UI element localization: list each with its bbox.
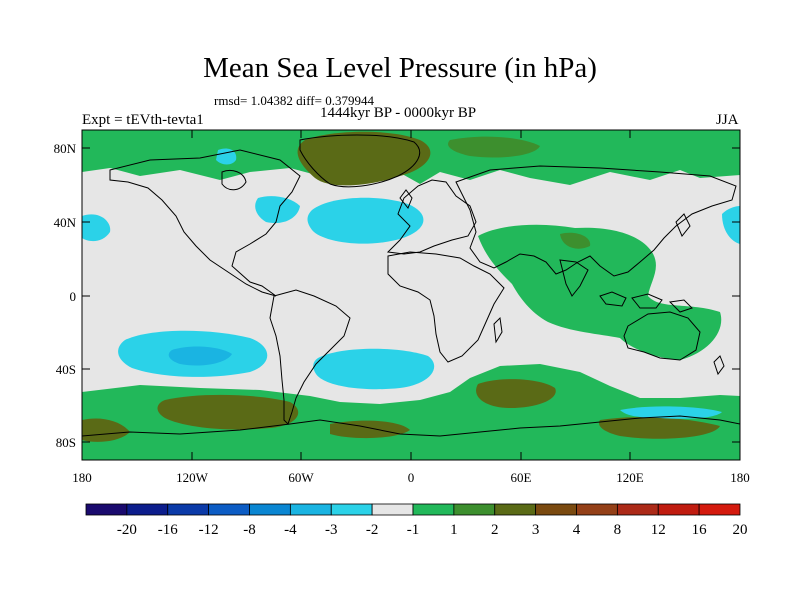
colorbar-swatch [412, 503, 455, 516]
colorbar-swatch [126, 503, 169, 516]
south-atlantic-positive-core [476, 379, 556, 408]
colorbar-swatch [576, 503, 618, 516]
colorbar-label: 12 [651, 522, 666, 538]
colorbar-swatch [698, 503, 741, 516]
coastline-britain [399, 189, 413, 209]
coastline-asia [455, 165, 737, 277]
colorbar-label: 8 [614, 522, 622, 538]
lat-tick-label: 0 [70, 289, 77, 304]
colorbar-swatch [616, 503, 659, 516]
south-atlantic-negative-region [313, 348, 435, 390]
colorbar-label: 4 [573, 522, 581, 538]
colorbar-label: -1 [407, 522, 420, 538]
southern-pacific-positive-core [157, 394, 299, 430]
colorbar-label: -8 [243, 522, 256, 538]
colorbar: -20 -16 -12 -8 -4 -3 -2 -1 1 2 3 4 8 12 16 20 [85, 503, 748, 538]
colorbar-label: 1 [450, 522, 458, 538]
colorbar-swatch [249, 503, 291, 516]
colorbar-label: -4 [284, 522, 297, 538]
colorbar-label: 20 [733, 522, 748, 538]
colorbar-label: -20 [117, 522, 137, 538]
experiment-label: Expt = tEVth-tevta1 [82, 112, 204, 128]
colorbar-swatch [535, 503, 577, 516]
colorbar-swatch [208, 503, 250, 516]
arctic-positive-core [448, 136, 540, 158]
colorbar-label: -12 [199, 522, 219, 538]
coastline-greenland [299, 134, 420, 188]
colorbar-label: 2 [491, 522, 499, 538]
colorbar-swatch [657, 503, 700, 516]
lat-tick-label: 40N [54, 215, 77, 230]
coastline-hudson-bay [221, 169, 247, 191]
lon-tick-label: 0 [408, 470, 415, 485]
greenland-positive-core [297, 131, 431, 186]
stats-text: rmsd= 1.04382 diff= 0.379944 [214, 93, 374, 108]
lon-tick-label: 120W [176, 470, 209, 485]
map-title: Mean Sea Level Pressure (in hPa) [203, 52, 597, 84]
north-atlantic-negative-patch [255, 196, 300, 224]
coastline-australia [623, 311, 701, 361]
lat-tick-label: 80N [54, 141, 77, 156]
colorbar-label: 16 [692, 522, 708, 538]
west-negative-patch [82, 214, 111, 242]
lat-tick-label: 40S [56, 362, 76, 377]
coastline-india [559, 259, 589, 297]
coastline-north-america [109, 149, 301, 297]
colorbar-swatch [371, 503, 414, 516]
axis-ticks [82, 130, 740, 460]
colorbar-label: -16 [158, 522, 178, 538]
lon-tick-label: 180 [72, 470, 92, 485]
colorbar-swatch [330, 503, 373, 516]
colorbar-label: 3 [532, 522, 540, 538]
coastline-madagascar [493, 316, 503, 344]
coastline-japan [675, 213, 691, 237]
coastlines [82, 134, 740, 437]
season-label: JJA [716, 112, 739, 128]
colorbar-swatch [289, 503, 332, 516]
coastline-south-america [269, 289, 351, 425]
colorbar-label: -3 [325, 522, 338, 538]
colorbar-swatch [494, 503, 537, 516]
lon-tick-label: 60E [511, 470, 532, 485]
antarctic-negative-patches [620, 406, 722, 419]
lat-tick-label: 80S [56, 435, 76, 450]
lon-tick-label: 180 [730, 470, 750, 485]
arctic-negative-patch [216, 148, 237, 165]
coastline-indonesia [599, 291, 693, 313]
north-pacific-negative-region [307, 197, 424, 244]
south-pacific-negative-core [168, 346, 232, 366]
colorbar-swatch [167, 503, 210, 516]
coastline-africa [387, 251, 505, 363]
east-negative-patch [722, 206, 740, 244]
lon-tick-label: 120E [616, 470, 644, 485]
indian-ocean-positive-core [560, 232, 591, 249]
lon-tick-label: 60W [288, 470, 314, 485]
coastline-new-zealand [713, 355, 725, 376]
period-label: 1444kyr BP - 0000kyr BP [320, 105, 477, 121]
colorbar-swatch [85, 503, 128, 516]
antarctic-dark-patches [82, 417, 720, 442]
southern-ocean-positive-region [82, 364, 740, 460]
colorbar-label: -2 [366, 522, 379, 538]
coastline-antarctica [82, 415, 740, 437]
colorbar-swatch [453, 503, 496, 516]
coastline-europe [386, 179, 477, 255]
